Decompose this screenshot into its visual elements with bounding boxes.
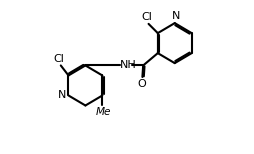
Text: O: O	[137, 79, 146, 89]
Text: NH: NH	[120, 61, 137, 70]
Text: N: N	[172, 11, 181, 21]
Text: Cl: Cl	[141, 12, 152, 22]
Text: N: N	[58, 91, 66, 100]
Text: Me: Me	[96, 107, 112, 117]
Text: Cl: Cl	[54, 54, 65, 64]
